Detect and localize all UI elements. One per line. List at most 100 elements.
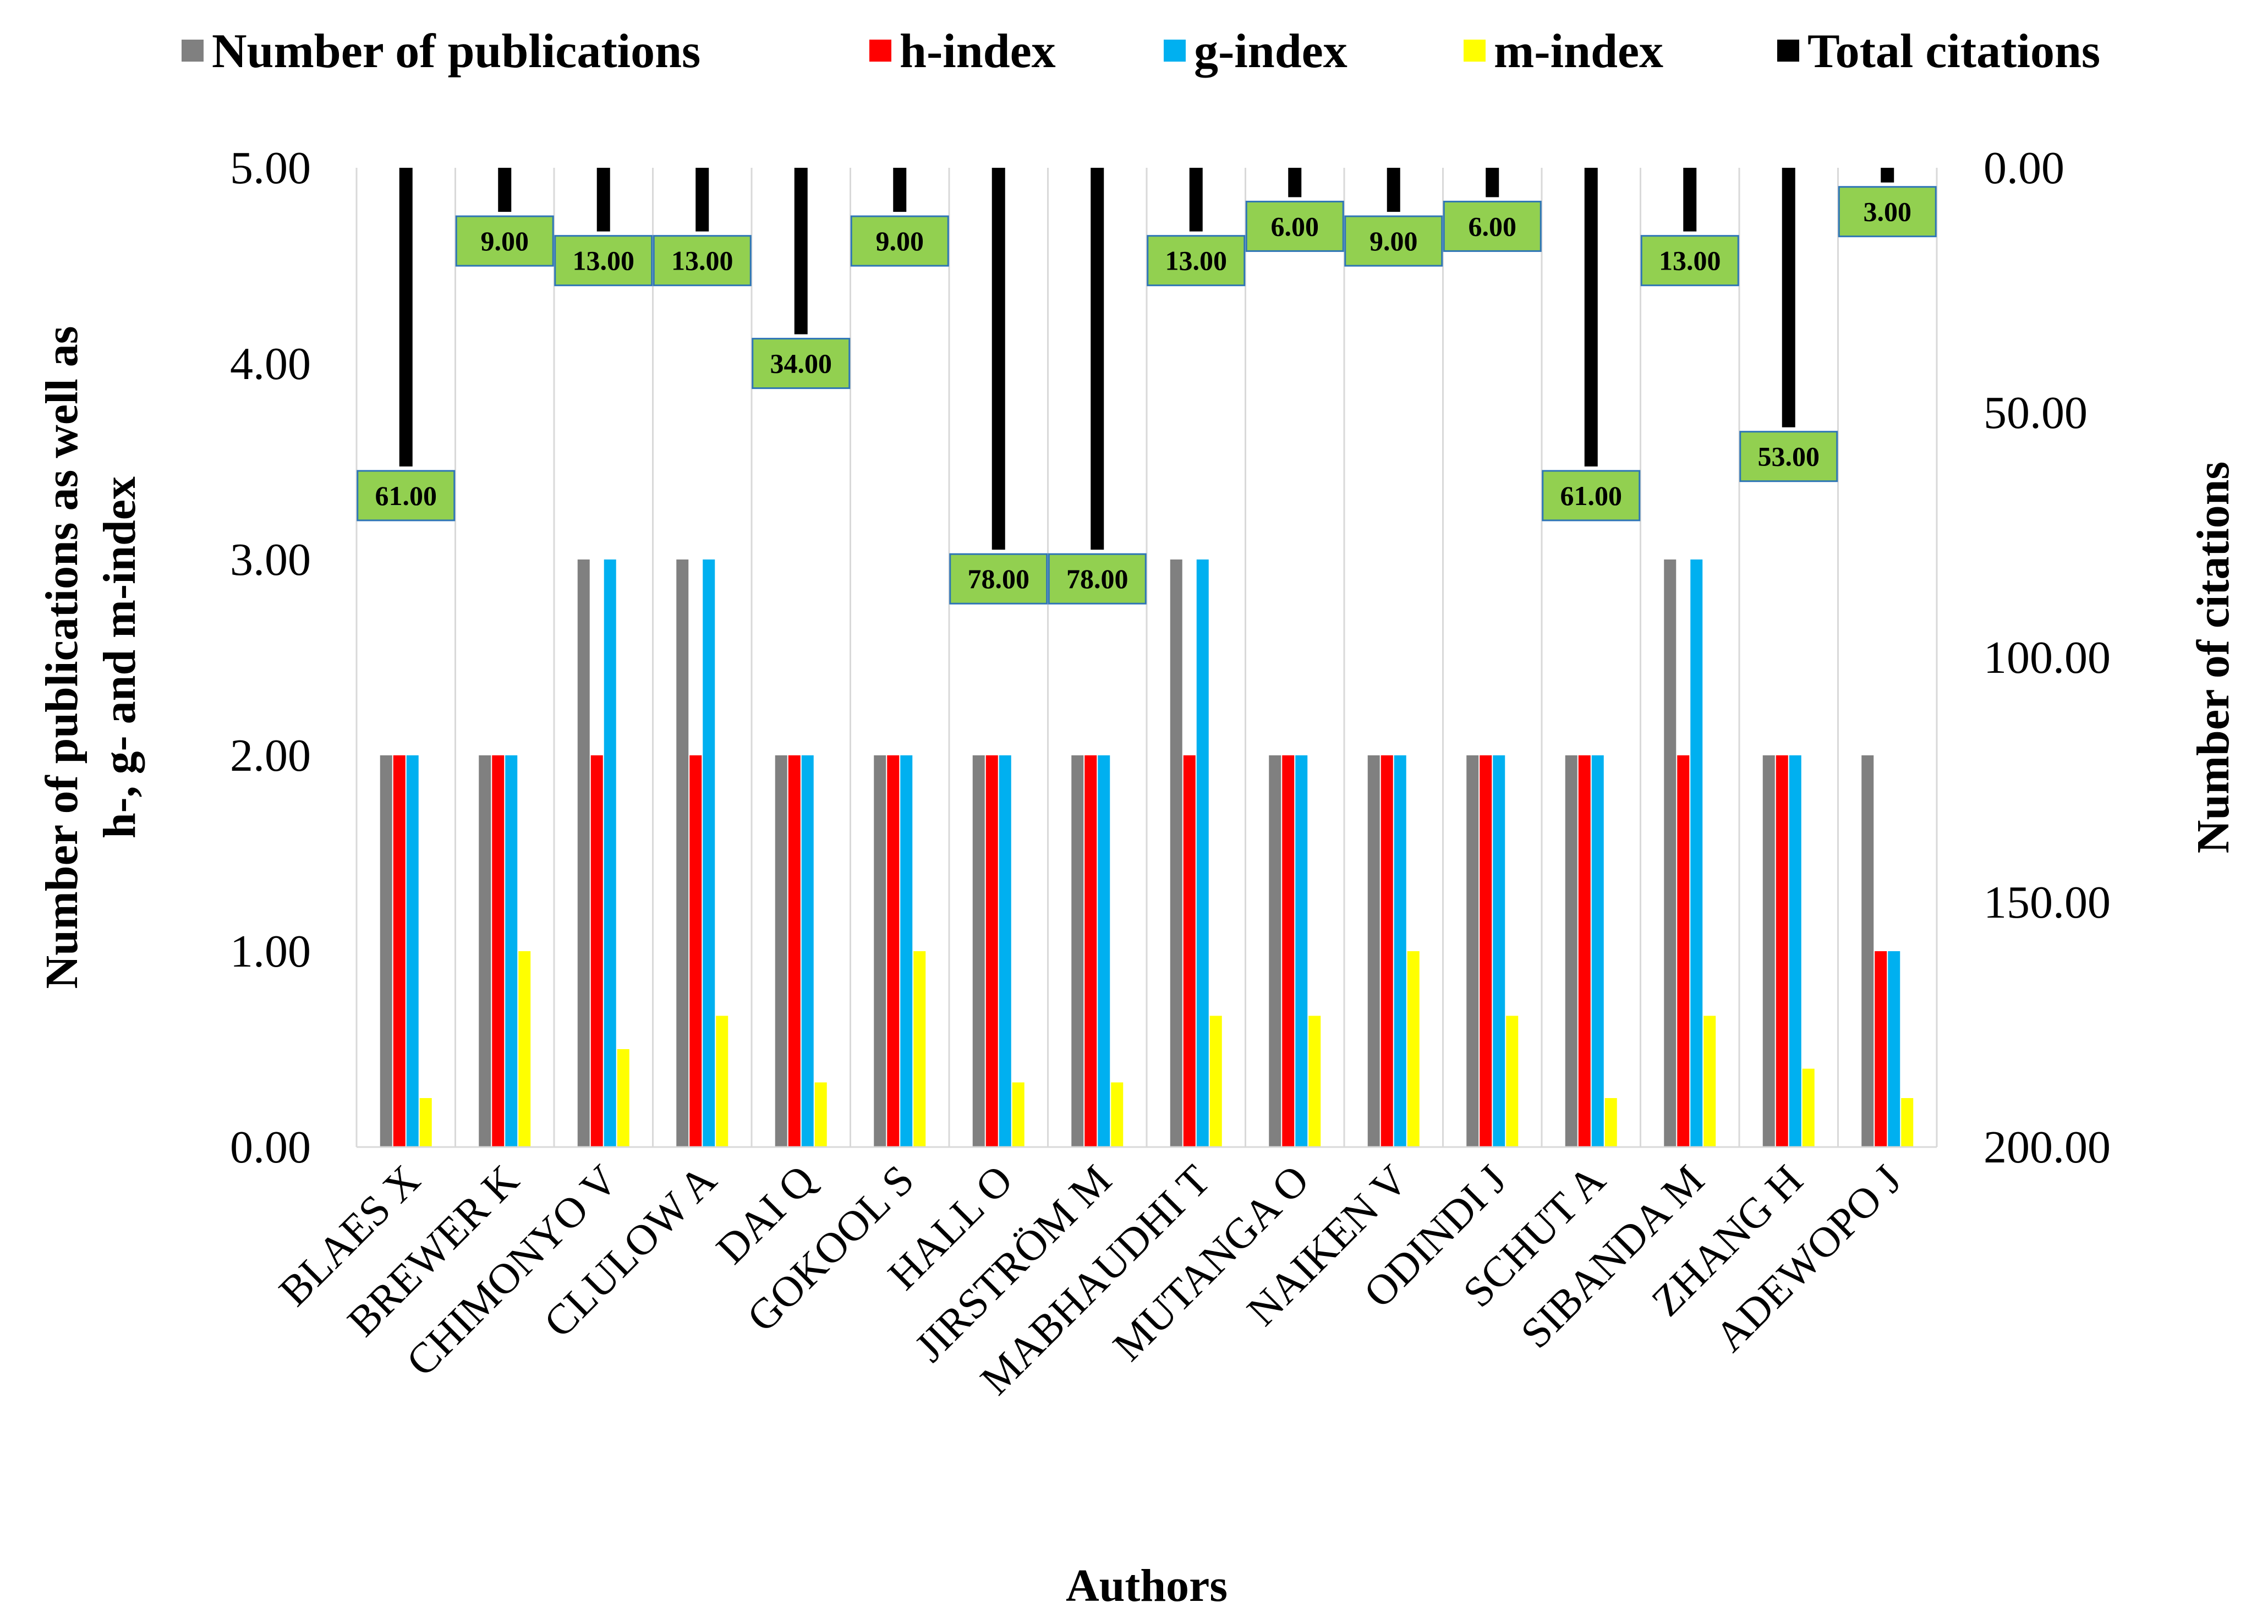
bar-g-index-adewopo-j xyxy=(1888,951,1900,1147)
bar-m-index-sibanda-m xyxy=(1703,1016,1716,1147)
bar-m-index-odindi-j xyxy=(1506,1016,1519,1147)
data-label-sibanda-m: 13.00 xyxy=(1659,245,1721,276)
legend-label-m-index: m-index xyxy=(1494,25,1663,78)
bar-m-index-naiken-v xyxy=(1407,951,1420,1147)
bar-g-index-chimonyo-v xyxy=(604,559,616,1147)
bar-number-of-publications-jirstr-m-m xyxy=(1071,755,1084,1147)
bar-h-index-clulow-a xyxy=(689,755,702,1147)
y2-tick-label-0: 0.00 xyxy=(1984,142,2064,194)
bar-total-citations-naiken-v xyxy=(1387,168,1400,212)
data-label-box-schut-a xyxy=(1542,470,1641,522)
bar-number-of-publications-clulow-a xyxy=(676,559,689,1147)
legend-label-number-of-publications: Number of publications xyxy=(212,25,700,78)
data-label-odindi-j: 6.00 xyxy=(1469,211,1517,242)
bar-marks xyxy=(380,559,1914,1147)
bar-total-citations-odindi-j xyxy=(1486,168,1499,197)
bar-g-index-odindi-j xyxy=(1493,755,1505,1147)
y-tick-label-1: 1.00 xyxy=(230,926,311,977)
data-label-blaes-x: 61.00 xyxy=(375,480,437,511)
bar-h-index-mabhaudhi-t xyxy=(1183,755,1196,1147)
y2-tick-label-4: 200.00 xyxy=(1984,1122,2111,1173)
legend-swatch-total-citations xyxy=(1777,40,1799,62)
data-label-box-chimonyo-v xyxy=(554,235,653,287)
data-label-adewopo-j: 3.00 xyxy=(1864,196,1912,227)
bar-h-index-dai-q xyxy=(788,755,801,1147)
bar-h-index-mutanga-o xyxy=(1282,755,1295,1147)
bar-h-index-schut-a xyxy=(1578,755,1591,1147)
legend-label-g-index: g-index xyxy=(1194,25,1347,78)
legend-label-total-citations: Total citations xyxy=(1807,25,2100,78)
bar-total-citations-hall-o xyxy=(991,168,1005,550)
bar-number-of-publications-brewer-k xyxy=(479,755,491,1147)
bar-m-index-clulow-a xyxy=(716,1016,728,1147)
y2-axis-title: Number of citations xyxy=(2188,462,2239,853)
bar-h-index-chimonyo-v xyxy=(590,755,603,1147)
y-axis-title-line-1: Number of publications as well as xyxy=(36,326,87,989)
bar-m-index-dai-q xyxy=(814,1082,827,1147)
x-axis-title: Authors xyxy=(1066,1560,1228,1611)
bar-number-of-publications-hall-o xyxy=(972,755,985,1147)
bar-total-citations-schut-a xyxy=(1584,168,1598,467)
data-label-box-jirstr-m-m xyxy=(1048,553,1147,605)
bar-m-index-jirstr-m-m xyxy=(1111,1082,1124,1147)
bar-g-index-jirstr-m-m xyxy=(1098,755,1110,1147)
data-label-box-hall-o xyxy=(949,553,1048,605)
bar-total-citations-clulow-a xyxy=(695,168,709,232)
bar-number-of-publications-schut-a xyxy=(1565,755,1577,1147)
bar-m-index-blaes-x xyxy=(419,1098,432,1147)
bar-m-index-mabhaudhi-t xyxy=(1209,1016,1222,1147)
data-label-clulow-a: 13.00 xyxy=(671,245,733,276)
y-tick-label-4: 4.00 xyxy=(230,338,311,389)
bar-g-index-mutanga-o xyxy=(1295,755,1308,1147)
bar-total-citations-jirstr-m-m xyxy=(1091,168,1104,550)
bar-number-of-publications-blaes-x xyxy=(380,755,392,1147)
bar-g-index-hall-o xyxy=(999,755,1011,1147)
y-tick-label-3: 3.00 xyxy=(230,534,311,585)
bar-m-index-zhang-h xyxy=(1802,1068,1815,1147)
data-label-box-gokool-s xyxy=(850,215,949,267)
bar-m-index-mutanga-o xyxy=(1308,1016,1321,1147)
bar-number-of-publications-zhang-h xyxy=(1762,755,1775,1147)
y-tick-label-2: 2.00 xyxy=(230,730,311,781)
data-label-box-brewer-k xyxy=(455,215,554,267)
y2-tick-label-2: 100.00 xyxy=(1984,632,2111,683)
bar-number-of-publications-mutanga-o xyxy=(1269,755,1281,1147)
bar-number-of-publications-odindi-j xyxy=(1466,755,1479,1147)
bar-m-index-chimonyo-v xyxy=(617,1049,629,1147)
data-label-box-blaes-x xyxy=(357,470,456,522)
data-label-box-mutanga-o xyxy=(1245,200,1344,252)
legend: Number of publications h-index g-index m-in… xyxy=(182,25,2100,78)
bar-m-index-gokool-s xyxy=(913,951,926,1147)
gridlines xyxy=(355,168,1938,1147)
data-label-box-sibanda-m xyxy=(1640,235,1739,287)
data-label-box-naiken-v xyxy=(1344,215,1443,267)
bar-number-of-publications-sibanda-m xyxy=(1664,559,1677,1147)
data-label-mabhaudhi-t: 13.00 xyxy=(1165,245,1228,276)
bar-total-citations-sibanda-m xyxy=(1683,168,1697,232)
legend-label-h-index: h-index xyxy=(900,25,1056,78)
bar-h-index-odindi-j xyxy=(1480,755,1492,1147)
legend-swatch-number-of-publications xyxy=(182,40,204,62)
data-label-dai-q: 34.00 xyxy=(770,348,832,379)
data-label-gokool-s: 9.00 xyxy=(876,226,924,256)
bar-g-index-zhang-h xyxy=(1789,755,1801,1147)
data-label-box-adewopo-j xyxy=(1838,186,1937,238)
bar-g-index-gokool-s xyxy=(900,755,913,1147)
bar-m-index-schut-a xyxy=(1604,1098,1617,1147)
bar-total-citations-gokool-s xyxy=(893,168,907,212)
y-tick-label-0: 0.00 xyxy=(230,1122,311,1173)
legend-swatch-h-index xyxy=(869,40,891,62)
data-label-zhang-h: 53.00 xyxy=(1758,441,1820,472)
bar-total-citations-zhang-h xyxy=(1782,168,1795,427)
bar-total-citations-adewopo-j xyxy=(1881,168,1894,183)
bar-total-citations-chimonyo-v xyxy=(596,168,610,232)
bar-g-index-clulow-a xyxy=(703,559,715,1147)
data-label-box-odindi-j xyxy=(1443,200,1542,252)
data-label-hall-o: 78.00 xyxy=(968,563,1030,594)
data-label-mutanga-o: 6.00 xyxy=(1271,211,1319,242)
data-label-box-zhang-h xyxy=(1739,431,1838,482)
legend-swatch-g-index xyxy=(1164,40,1186,62)
y-tick-label-5: 5.00 xyxy=(230,142,311,194)
bar-g-index-dai-q xyxy=(801,755,814,1147)
bar-h-index-sibanda-m xyxy=(1677,755,1690,1147)
